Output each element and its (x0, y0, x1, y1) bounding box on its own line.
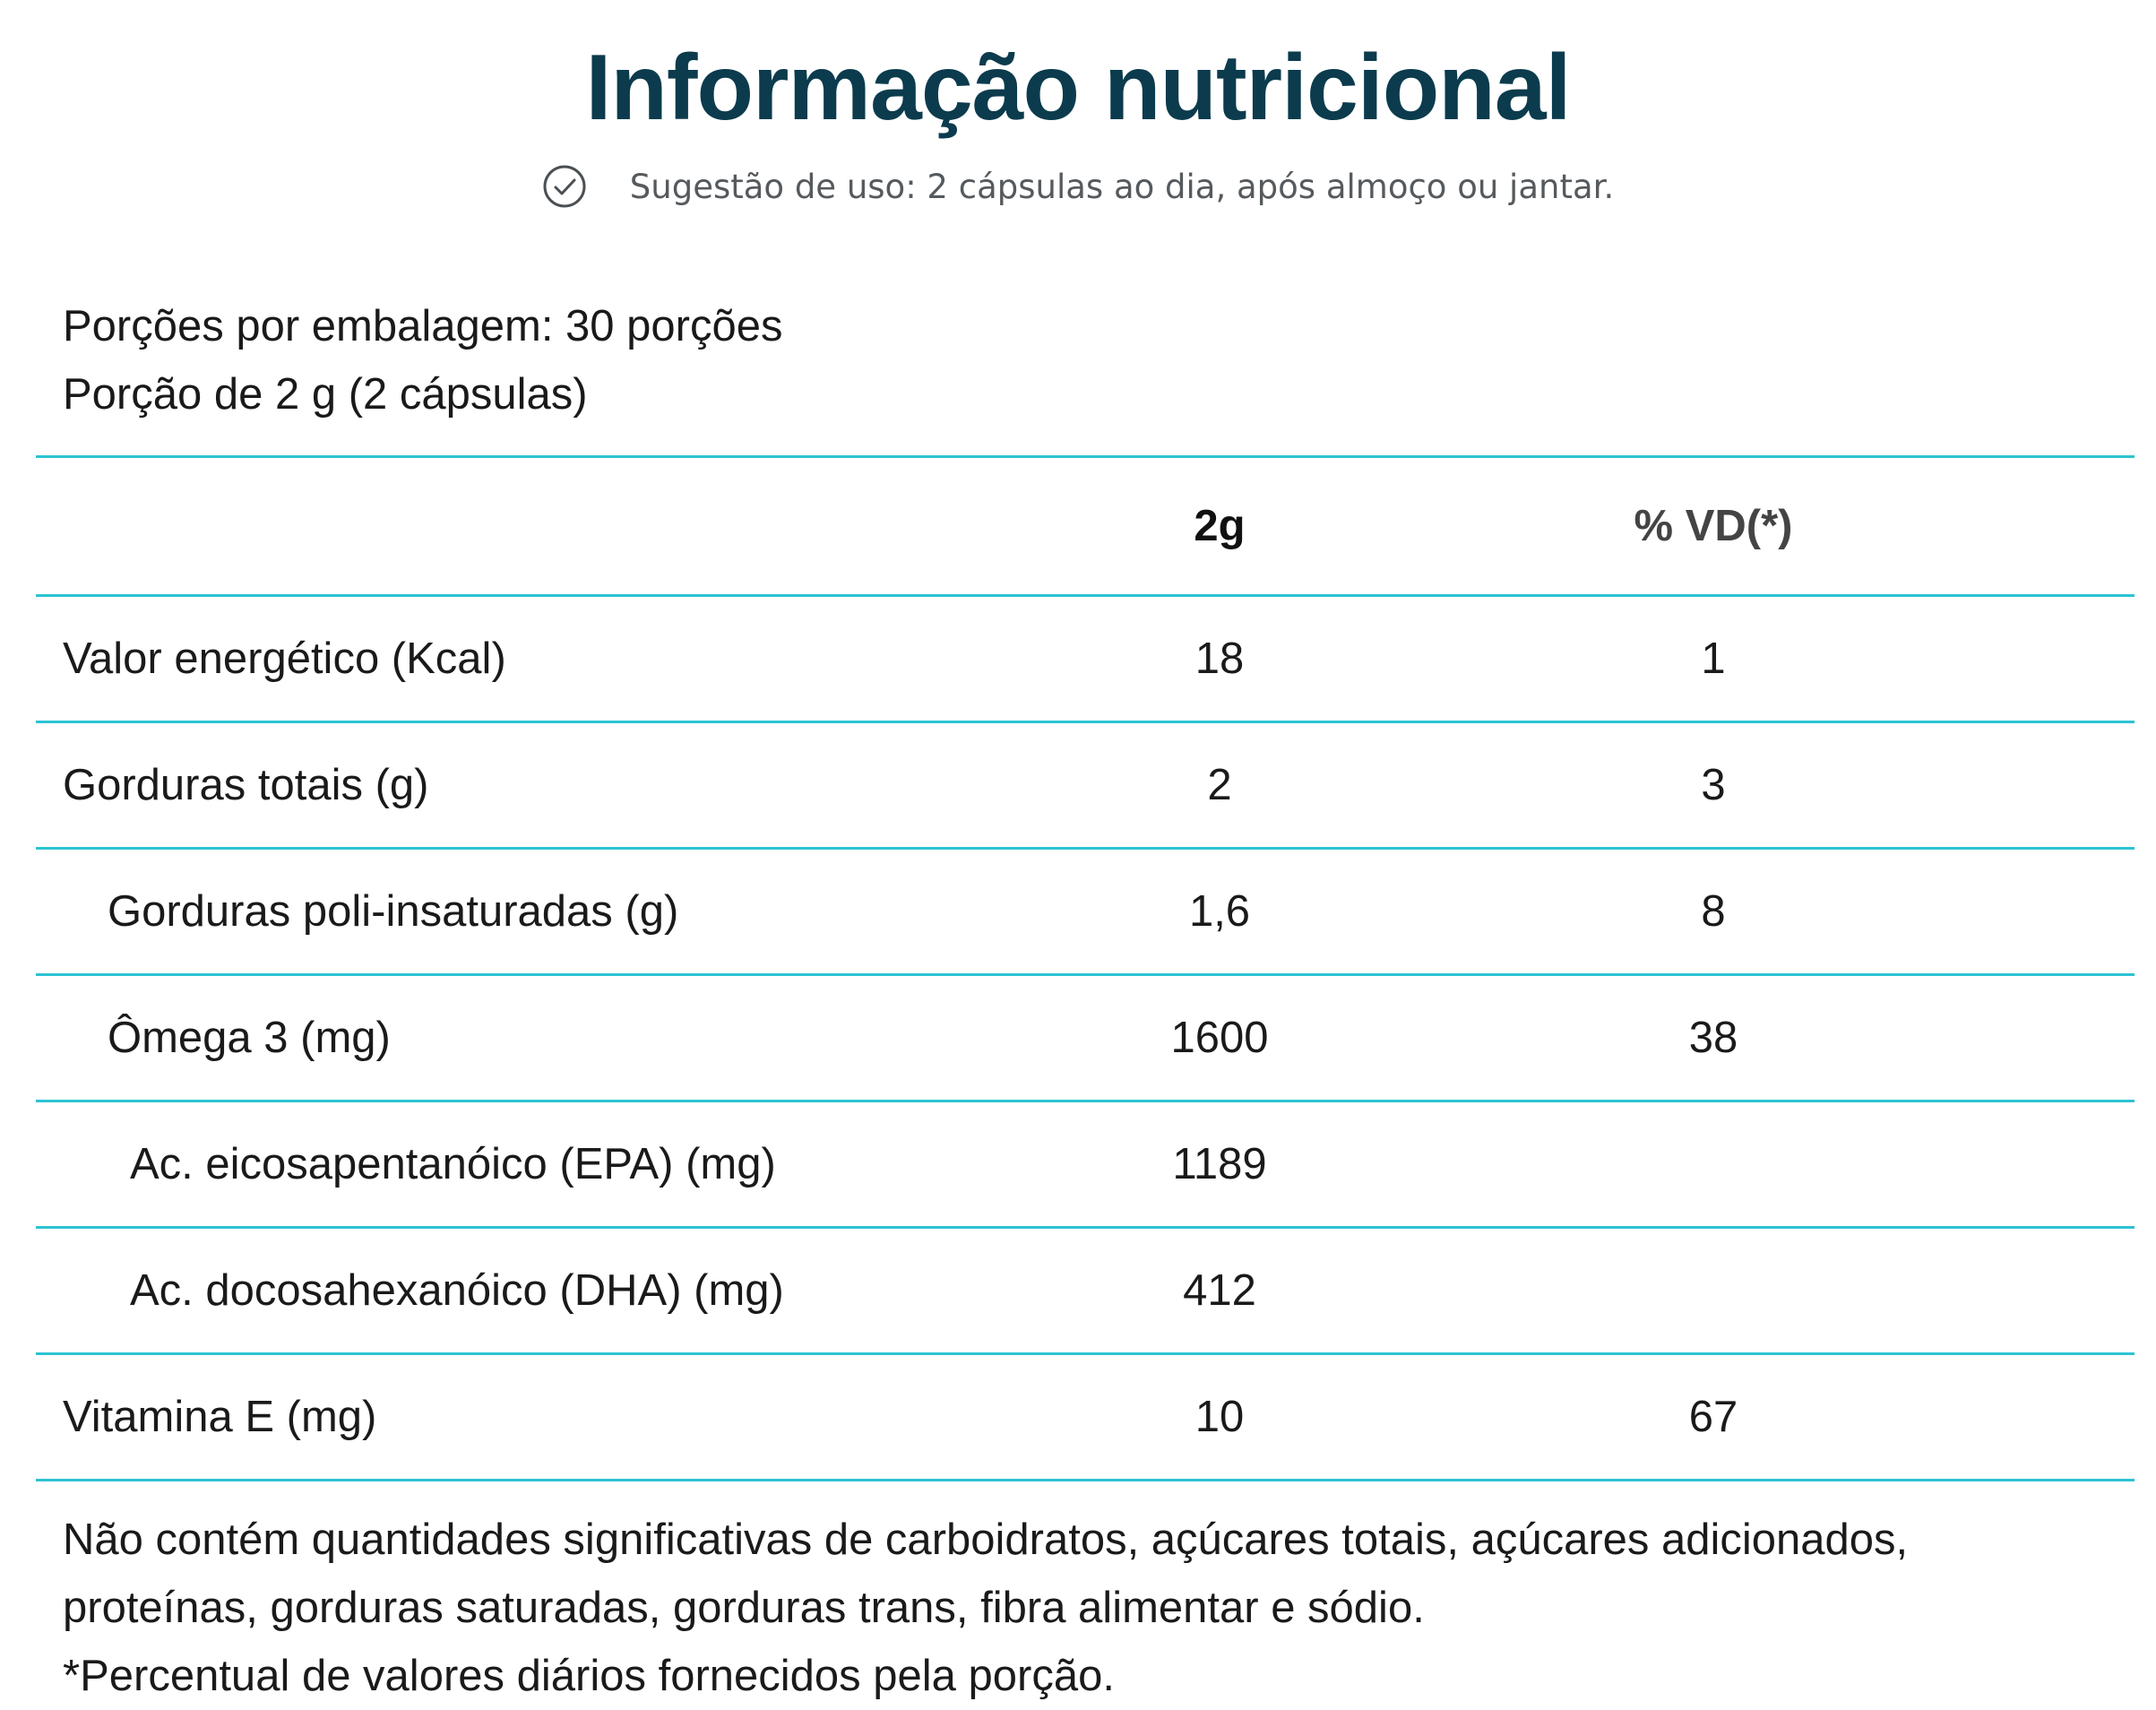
table-row: Ac. docosahexanóico (DHA) (mg) 412 (36, 1226, 2134, 1354)
nutrient-amount: 1,6 (1057, 847, 1382, 975)
footnote-line: proteínas, gorduras saturadas, gorduras … (63, 1584, 1425, 1632)
serving-size: Porção de 2 g (2 cápsulas) (63, 370, 588, 419)
usage-suggestion: Sugestão de uso: 2 cápsulas ao dia, após… (0, 161, 2156, 212)
nutrition-table: 2g % VD(*) Valor energético (Kcal) 18 1 … (36, 455, 2134, 1481)
table-row: Gorduras poli-insaturadas (g) 1,6 8 (36, 847, 2134, 975)
header-nutrient (36, 455, 1057, 596)
nutrient-amount: 1600 (1057, 973, 1382, 1101)
table-row: Ac. eicosapentanóico (EPA) (mg) 1189 (36, 1100, 2134, 1228)
footnote: Não contém quantidades significativas de… (63, 1506, 2124, 1710)
footnote-dv-note: *Percentual de valores diários fornecido… (63, 1652, 1115, 1700)
nutrient-amount: 18 (1057, 594, 1382, 722)
table-row: Ômega 3 (mg) 1600 38 (36, 973, 2134, 1101)
nutrient-dv: 8 (1382, 847, 2134, 975)
check-circle-icon (542, 164, 587, 209)
nutrient-dv: 3 (1382, 721, 2134, 849)
table-header-row: 2g % VD(*) (36, 455, 2134, 596)
nutrient-name: Gorduras totais (g) (36, 721, 1057, 849)
table-row: Vitamina E (mg) 10 67 (36, 1352, 2134, 1481)
nutrient-name: Ômega 3 (mg) (36, 973, 1057, 1101)
nutrient-amount: 10 (1057, 1352, 1382, 1481)
nutrient-dv (1382, 1100, 2134, 1228)
servings-per-package: Porções por embalagem: 30 porções (63, 302, 783, 350)
nutrient-dv (1382, 1226, 2134, 1354)
table-row: Valor energético (Kcal) 18 1 (36, 594, 2134, 722)
footnote-line: Não contém quantidades significativas de… (63, 1516, 1909, 1564)
nutrient-amount: 2 (1057, 721, 1382, 849)
serving-info: Porções por embalagem: 30 porções Porção… (63, 292, 783, 428)
nutrient-amount: 412 (1057, 1226, 1382, 1354)
usage-text: Sugestão de uso: 2 cápsulas ao dia, após… (629, 167, 1615, 206)
table-row: Gorduras totais (g) 2 3 (36, 721, 2134, 849)
header-amount: 2g (1057, 455, 1382, 596)
nutrient-dv: 1 (1382, 594, 2134, 722)
nutrient-name: Ac. docosahexanóico (DHA) (mg) (36, 1226, 1057, 1354)
nutrient-name: Ac. eicosapentanóico (EPA) (mg) (36, 1100, 1057, 1228)
nutrient-dv: 38 (1382, 973, 2134, 1101)
nutrient-amount: 1189 (1057, 1100, 1382, 1228)
nutrient-name: Valor energético (Kcal) (36, 594, 1057, 722)
page-title: Informação nutricional (585, 36, 1571, 140)
nutrient-name: Gorduras poli-insaturadas (g) (36, 847, 1057, 975)
header-daily-value: % VD(*) (1382, 455, 2134, 596)
nutrient-name: Vitamina E (mg) (36, 1352, 1057, 1481)
nutrient-dv: 67 (1382, 1352, 2134, 1481)
